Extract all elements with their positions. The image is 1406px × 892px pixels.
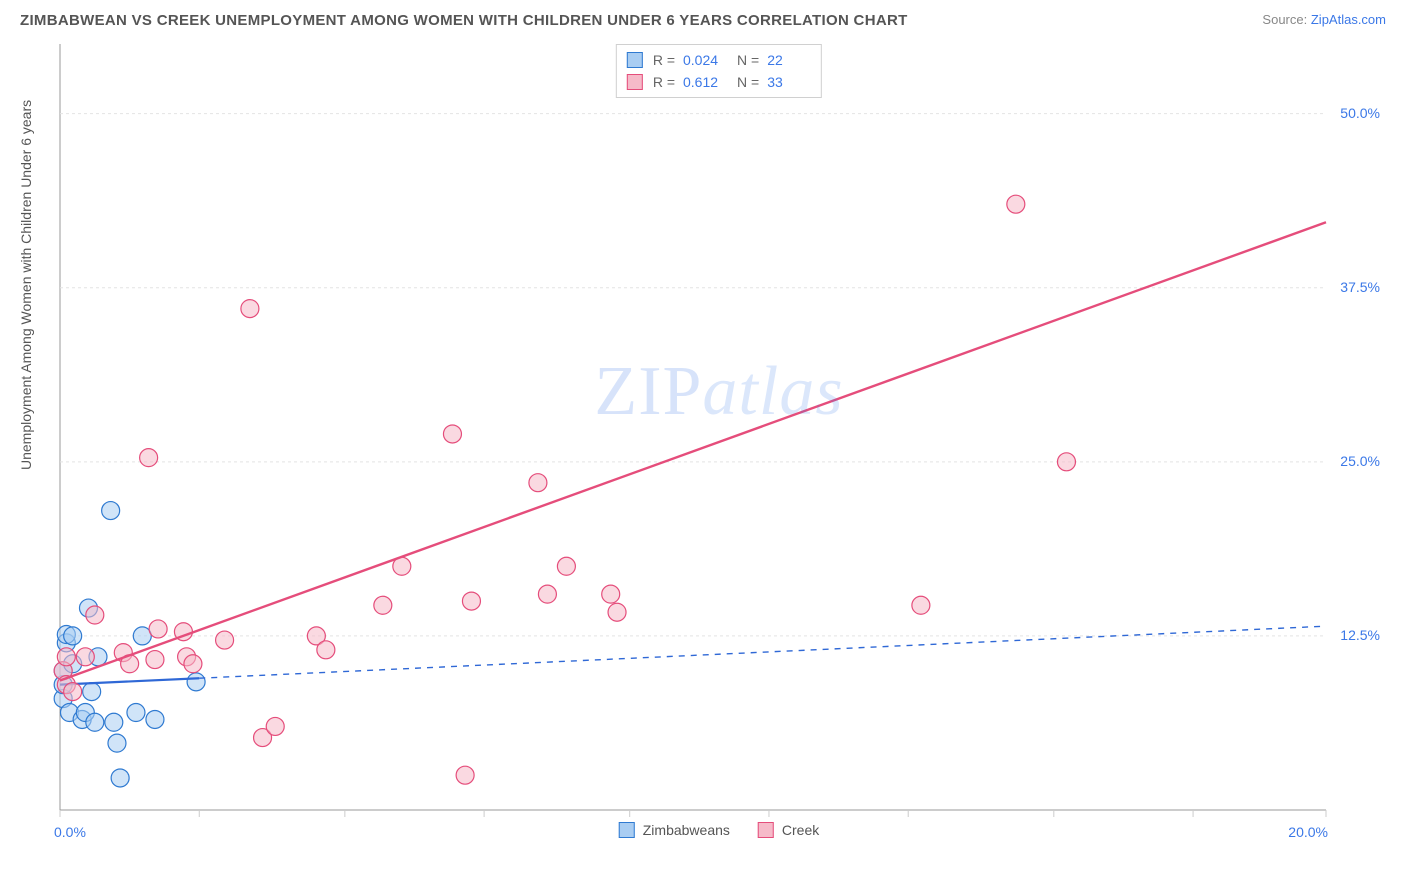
legend-swatch	[627, 74, 643, 90]
source-attribution: Source: ZipAtlas.com	[1262, 12, 1386, 27]
y-tick-label: 12.5%	[1340, 627, 1380, 643]
legend-swatch	[627, 52, 643, 68]
chart-container: Unemployment Among Women with Children U…	[0, 40, 1406, 892]
n-value: 22	[767, 52, 811, 68]
source-link[interactable]: ZipAtlas.com	[1311, 12, 1386, 27]
y-tick-label: 50.0%	[1340, 105, 1380, 121]
n-value: 33	[767, 74, 811, 90]
chart-svg	[52, 40, 1386, 840]
legend-swatch	[619, 822, 635, 838]
r-label: R =	[653, 74, 675, 90]
r-label: R =	[653, 52, 675, 68]
x-tick-label: 0.0%	[54, 824, 86, 840]
y-tick-label: 25.0%	[1340, 453, 1380, 469]
correlation-legend: R = 0.024 N = 22 R = 0.612 N = 33	[616, 44, 822, 98]
series-legend-label: Creek	[782, 822, 819, 838]
source-label: Source:	[1262, 12, 1307, 27]
series-legend-item: Creek	[758, 822, 819, 838]
y-tick-label: 37.5%	[1340, 279, 1380, 295]
correlation-legend-row: R = 0.612 N = 33	[627, 71, 811, 93]
r-value: 0.024	[683, 52, 727, 68]
x-tick-label: 20.0%	[1288, 824, 1328, 840]
y-axis-label: Unemployment Among Women with Children U…	[18, 100, 34, 470]
n-label: N =	[737, 74, 759, 90]
series-legend-item: Zimbabweans	[619, 822, 730, 838]
r-value: 0.612	[683, 74, 727, 90]
series-legend-label: Zimbabweans	[643, 822, 730, 838]
legend-swatch	[758, 822, 774, 838]
correlation-legend-row: R = 0.024 N = 22	[627, 49, 811, 71]
scatter-plot: ZIPatlas R =0.024N =22R =0.612N =33 Zimb…	[52, 40, 1386, 840]
n-label: N =	[737, 52, 759, 68]
series-legend: Zimbabweans Creek	[619, 822, 820, 838]
page-title: ZIMBABWEAN VS CREEK UNEMPLOYMENT AMONG W…	[20, 12, 908, 29]
